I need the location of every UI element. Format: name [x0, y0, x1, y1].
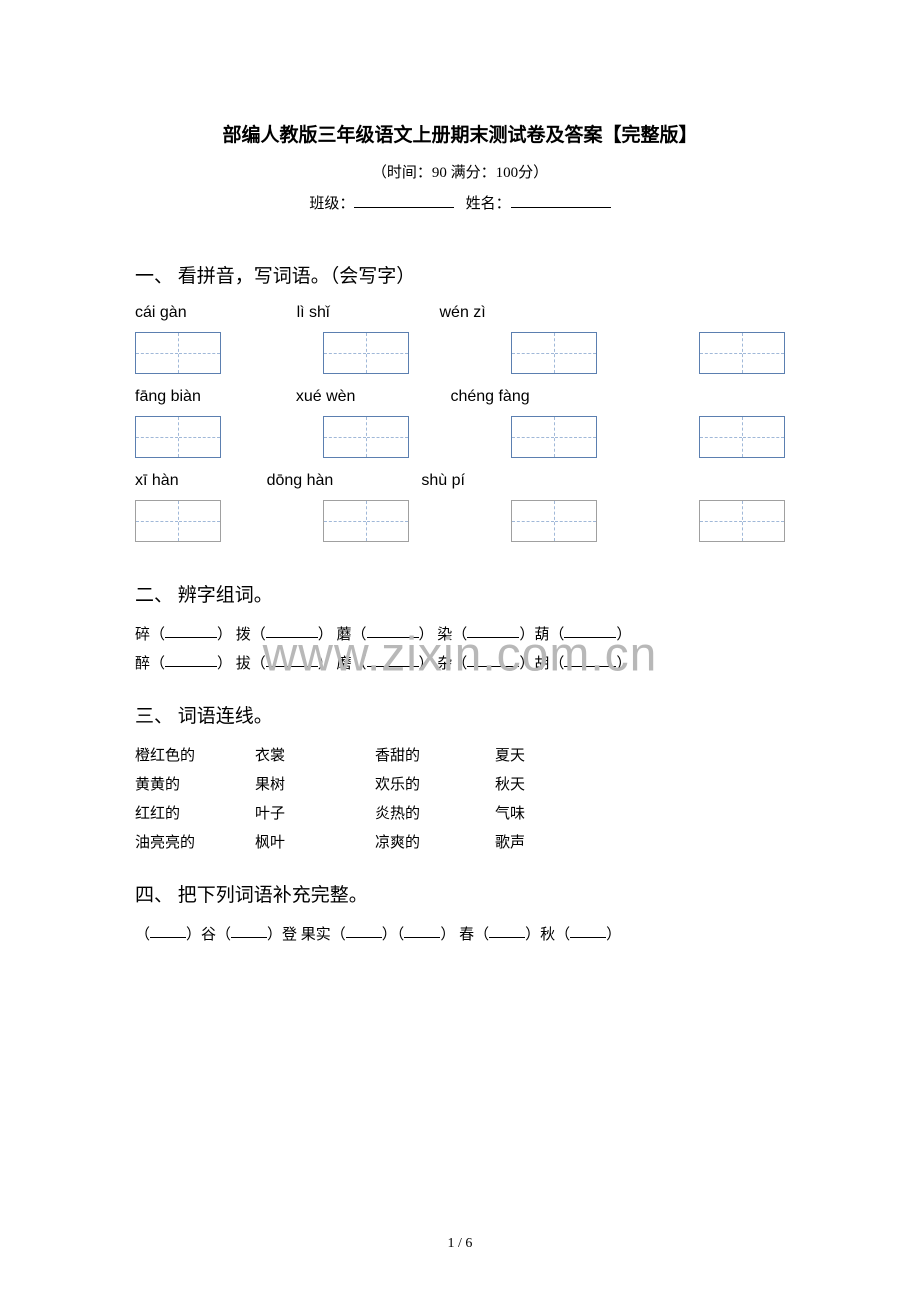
pinyin: xué wèn: [296, 388, 356, 406]
char-box[interactable]: [699, 500, 785, 542]
section4-header: 四、 把下列词语补充完整。: [135, 880, 785, 907]
match-item: 果树: [255, 773, 375, 794]
box-row-1: [135, 332, 785, 374]
blank[interactable]: [231, 923, 267, 938]
match-item: 橙红色的: [135, 744, 255, 765]
blank[interactable]: [489, 923, 525, 938]
blank[interactable]: [467, 652, 519, 667]
q2-char: ） 蘑（: [318, 623, 367, 644]
name-blank[interactable]: [511, 193, 611, 208]
pinyin: shù pí: [421, 472, 465, 490]
pinyin: chéng fàng: [450, 388, 529, 406]
q2-line-1: 碎（ ） 拨（ ） 蘑（ ） 染（ ）葫（ ）: [135, 623, 785, 644]
pinyin-row-2: fāng biàn xué wèn chéng fàng: [135, 388, 785, 406]
doc-title: 部编人教版三年级语文上册期末测试卷及答案【完整版】: [135, 120, 785, 147]
match-item: 枫叶: [255, 831, 375, 852]
pinyin: wén zì: [440, 304, 486, 322]
match-item: 凉爽的: [375, 831, 495, 852]
blank[interactable]: [165, 623, 217, 638]
section3-header: 三、 词语连线。: [135, 701, 785, 728]
q4-text: （: [135, 923, 150, 944]
match-item: 叶子: [255, 802, 375, 823]
class-label: 班级：: [309, 196, 354, 212]
q2-char: 醉（: [135, 652, 165, 673]
section2-header: 二、 辨字组词。: [135, 580, 785, 607]
char-box[interactable]: [323, 416, 409, 458]
q4-text: ）谷（: [186, 923, 231, 944]
blank[interactable]: [165, 652, 217, 667]
box-row-2: [135, 416, 785, 458]
blank[interactable]: [404, 923, 440, 938]
q4-text: ）（: [382, 923, 405, 944]
q2-char: ）: [616, 623, 631, 644]
name-label: 姓名：: [466, 196, 511, 212]
match-item: 香甜的: [375, 744, 495, 765]
match-item: 秋天: [495, 773, 595, 794]
q4-text: ） 春（: [440, 923, 489, 944]
q4-line-1: （ ）谷（ ）登 果实（ ）（ ） 春（ ）秋（ ）: [135, 923, 785, 944]
blank[interactable]: [367, 623, 419, 638]
q4-text: ）秋（: [525, 923, 570, 944]
blank[interactable]: [367, 652, 419, 667]
pinyin-row-3: xī hàn dōng hàn shù pí: [135, 472, 785, 490]
match-item: 衣裳: [255, 744, 375, 765]
char-box[interactable]: [135, 416, 221, 458]
char-box[interactable]: [699, 416, 785, 458]
match-item: 红红的: [135, 802, 255, 823]
q2-char: ） 杂（: [419, 652, 468, 673]
q2-char: ） 拔（: [217, 652, 266, 673]
q2-char: ）胡（: [519, 652, 564, 673]
q4-text: ）: [606, 923, 621, 944]
match-item: 气味: [495, 802, 595, 823]
page-number: 1 / 6: [0, 1236, 920, 1252]
pinyin: lì shǐ: [297, 304, 330, 322]
q2-char: ）葫（: [519, 623, 564, 644]
blank[interactable]: [467, 623, 519, 638]
box-row-3: [135, 500, 785, 542]
class-name-line: 班级： 姓名：: [135, 192, 785, 213]
pinyin-row-1: cái gàn lì shǐ wén zì: [135, 304, 785, 322]
char-box[interactable]: [135, 500, 221, 542]
char-box[interactable]: [323, 500, 409, 542]
char-box[interactable]: [135, 332, 221, 374]
blank[interactable]: [570, 923, 606, 938]
match-item: 欢乐的: [375, 773, 495, 794]
char-box[interactable]: [699, 332, 785, 374]
section1-header: 一、 看拼音，写词语。（会写字）: [135, 261, 785, 288]
blank[interactable]: [564, 623, 616, 638]
pinyin: cái gàn: [135, 304, 187, 322]
q2-char: ） 染（: [419, 623, 468, 644]
match-grid: 橙红色的 衣裳 香甜的 夏天 黄黄的 果树 欢乐的 秋天 红红的 叶子 炎热的 …: [135, 744, 785, 852]
pinyin: xī hàn: [135, 472, 179, 490]
q2-char: 碎（: [135, 623, 165, 644]
match-item: 夏天: [495, 744, 595, 765]
match-item: 油亮亮的: [135, 831, 255, 852]
char-box[interactable]: [511, 332, 597, 374]
q2-char: ）: [616, 652, 631, 673]
q2-line-2: 醉（ ） 拔（ ） 磨（ ） 杂（ ）胡（ ）: [135, 652, 785, 673]
char-box[interactable]: [323, 332, 409, 374]
match-item: 炎热的: [375, 802, 495, 823]
blank[interactable]: [150, 923, 186, 938]
match-item: 歌声: [495, 831, 595, 852]
char-box[interactable]: [511, 416, 597, 458]
blank[interactable]: [266, 623, 318, 638]
time-score: （时间：90 满分：100分）: [135, 161, 785, 182]
pinyin: dōng hàn: [267, 472, 334, 490]
blank[interactable]: [346, 923, 382, 938]
q2-char: ） 磨（: [318, 652, 367, 673]
q2-char: ） 拨（: [217, 623, 266, 644]
char-box[interactable]: [511, 500, 597, 542]
match-item: 黄黄的: [135, 773, 255, 794]
class-blank[interactable]: [354, 193, 454, 208]
pinyin: fāng biàn: [135, 388, 201, 406]
q4-text: ）登 果实（: [267, 923, 346, 944]
blank[interactable]: [266, 652, 318, 667]
blank[interactable]: [564, 652, 616, 667]
